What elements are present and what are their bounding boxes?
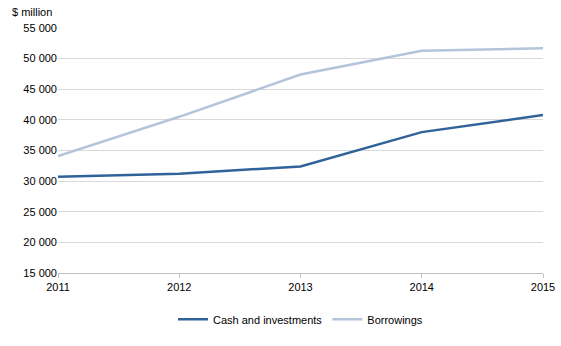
svg-text:55 000: 55 000 <box>23 22 57 34</box>
svg-text:20 000: 20 000 <box>23 236 57 248</box>
svg-text:2011: 2011 <box>46 281 70 293</box>
svg-text:2012: 2012 <box>167 281 191 293</box>
svg-text:$ million: $ million <box>12 6 52 18</box>
svg-text:Cash and investments: Cash and investments <box>213 314 322 326</box>
svg-text:Borrowings: Borrowings <box>367 314 423 326</box>
svg-text:35 000: 35 000 <box>23 144 57 156</box>
svg-text:15 000: 15 000 <box>23 267 57 279</box>
svg-text:2013: 2013 <box>288 281 312 293</box>
svg-text:45 000: 45 000 <box>23 83 57 95</box>
svg-text:50 000: 50 000 <box>23 52 57 64</box>
svg-text:25 000: 25 000 <box>23 206 57 218</box>
svg-text:2014: 2014 <box>410 281 434 293</box>
svg-text:40 000: 40 000 <box>23 114 57 126</box>
svg-text:30 000: 30 000 <box>23 175 57 187</box>
svg-text:2015: 2015 <box>531 281 555 293</box>
